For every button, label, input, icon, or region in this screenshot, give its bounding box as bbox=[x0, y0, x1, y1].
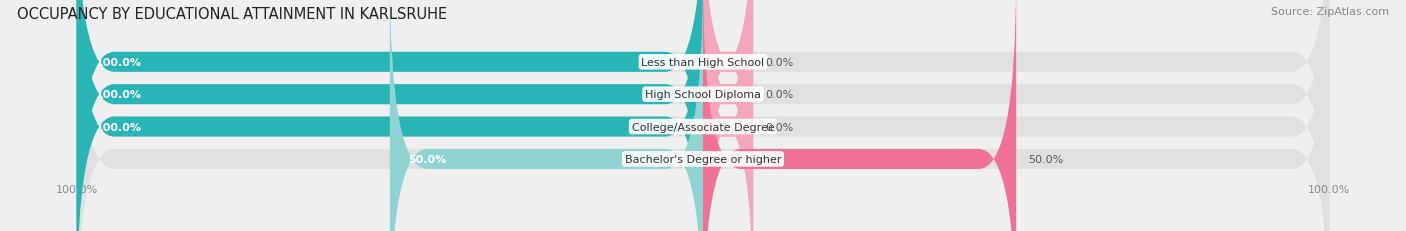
FancyBboxPatch shape bbox=[703, 0, 1017, 231]
Text: 0.0%: 0.0% bbox=[766, 122, 794, 132]
Text: Less than High School: Less than High School bbox=[641, 58, 765, 67]
Text: 100.0%: 100.0% bbox=[96, 90, 142, 100]
Text: 100.0%: 100.0% bbox=[96, 122, 142, 132]
FancyBboxPatch shape bbox=[77, 0, 1329, 231]
FancyBboxPatch shape bbox=[77, 0, 703, 231]
Text: 0.0%: 0.0% bbox=[766, 58, 794, 67]
Text: 100.0%: 100.0% bbox=[96, 58, 142, 67]
Text: 50.0%: 50.0% bbox=[409, 154, 447, 164]
FancyBboxPatch shape bbox=[389, 0, 703, 231]
FancyBboxPatch shape bbox=[77, 0, 703, 231]
FancyBboxPatch shape bbox=[77, 0, 1329, 231]
Text: High School Diploma: High School Diploma bbox=[645, 90, 761, 100]
Text: OCCUPANCY BY EDUCATIONAL ATTAINMENT IN KARLSRUHE: OCCUPANCY BY EDUCATIONAL ATTAINMENT IN K… bbox=[17, 7, 447, 22]
FancyBboxPatch shape bbox=[703, 0, 754, 231]
FancyBboxPatch shape bbox=[77, 0, 703, 231]
Text: Bachelor's Degree or higher: Bachelor's Degree or higher bbox=[624, 154, 782, 164]
Text: Source: ZipAtlas.com: Source: ZipAtlas.com bbox=[1271, 7, 1389, 17]
Text: 0.0%: 0.0% bbox=[766, 90, 794, 100]
FancyBboxPatch shape bbox=[703, 0, 754, 231]
FancyBboxPatch shape bbox=[703, 0, 754, 231]
Text: College/Associate Degree: College/Associate Degree bbox=[631, 122, 775, 132]
Text: 50.0%: 50.0% bbox=[1029, 154, 1064, 164]
FancyBboxPatch shape bbox=[77, 0, 1329, 231]
FancyBboxPatch shape bbox=[77, 0, 1329, 231]
